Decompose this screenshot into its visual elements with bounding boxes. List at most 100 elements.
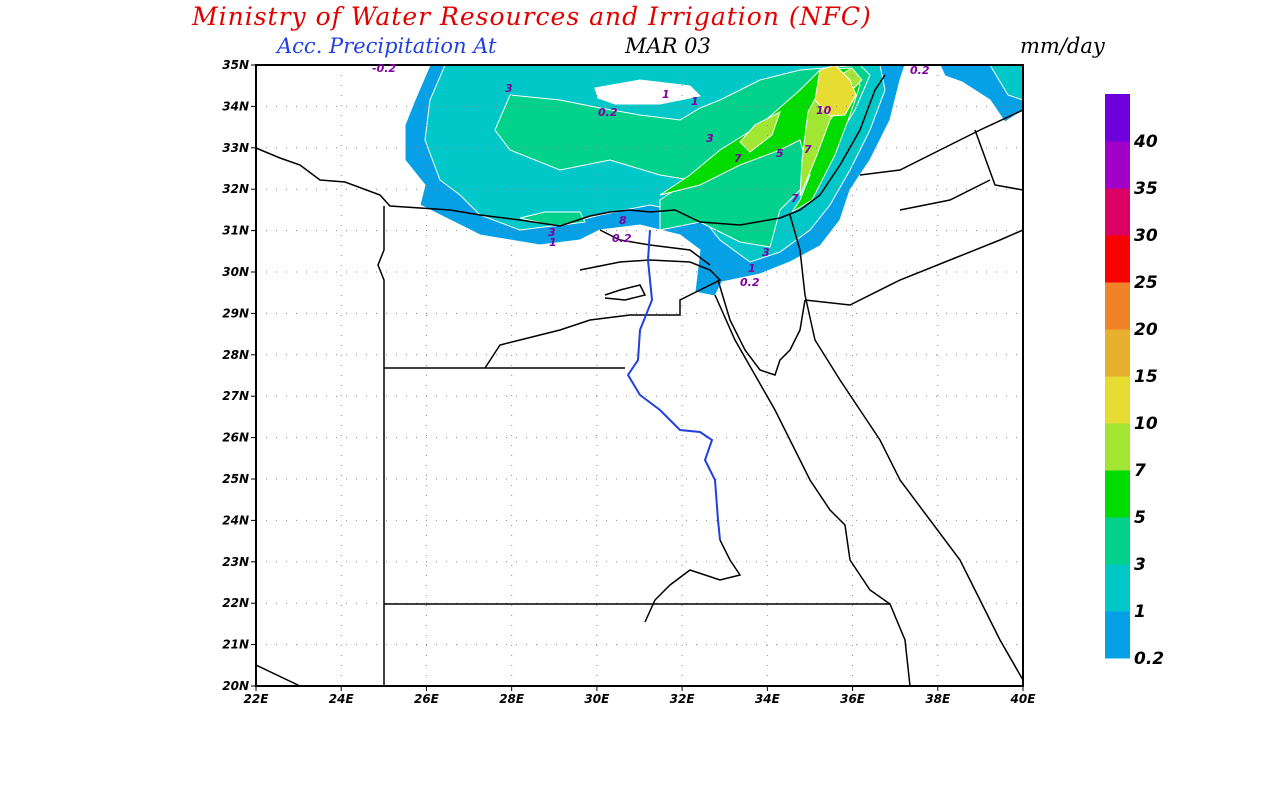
colorbar-label: 1 — [1134, 602, 1146, 622]
colorbar-swatch — [1105, 376, 1130, 424]
lon-tick-label: 38E — [925, 692, 951, 706]
contour-label: -0.2 — [372, 62, 396, 75]
lat-tick-label: 20N — [222, 679, 249, 693]
colorbar-label: 40 — [1133, 132, 1158, 152]
precip-1-region-ne — [989, 65, 1023, 101]
lat-tick-label: 29N — [222, 306, 249, 320]
lon-tick-label: 30E — [584, 692, 610, 706]
contour-label: 8 — [619, 214, 627, 227]
axis-tick-labels: 20N 21N 22N 23N 24N 25N 26N 27N 28N 29N 30N 31N 32N 3… — [222, 58, 1036, 706]
colorbar-label: 20 — [1134, 320, 1158, 340]
syria-iraq-border — [859, 109, 1023, 176]
colorbar-swatch — [1105, 329, 1130, 377]
lat-tick-label: 26N — [222, 431, 249, 445]
lon-tick-label: 40E — [1010, 692, 1037, 706]
lat-tick-label: 32N — [222, 182, 249, 196]
lon-tick-label: 36E — [840, 692, 866, 706]
contour-label: 0.2 — [612, 232, 632, 245]
contour-label: 7 — [734, 152, 742, 165]
colorbar-label: 35 — [1134, 179, 1158, 199]
lat-tick-label: 31N — [222, 224, 249, 238]
contour-label: 0.2 — [598, 106, 618, 119]
contour-label: 3 — [505, 82, 513, 95]
contour-label: 1 — [549, 236, 557, 249]
lon-tick-label: 28E — [499, 692, 525, 706]
lat-tick-label: 27N — [222, 389, 249, 403]
colorbar-swatch — [1105, 188, 1130, 236]
contour-label: 7 — [791, 192, 799, 205]
lat-tick-label: 34N — [222, 99, 249, 113]
figure-date: MAR 03 — [625, 34, 711, 58]
sudan-nile-loop — [644, 539, 742, 623]
contour-label: 1 — [662, 88, 670, 101]
contour-label: 10 — [816, 104, 832, 117]
lon-tick-label: 26E — [414, 692, 440, 706]
lat-tick-label: 25N — [222, 472, 249, 486]
lat-tick-label: 33N — [222, 141, 249, 155]
colorbar-label: 3 — [1134, 555, 1146, 575]
fayoum-oasis — [604, 284, 647, 301]
contour-label: 3 — [706, 132, 714, 145]
figure-title: Ministry of Water Resources and Irrigati… — [192, 2, 872, 31]
lon-tick-label: 34E — [755, 692, 781, 706]
colorbar-label: 0.2 — [1134, 649, 1164, 669]
contour-label: 3 — [548, 226, 556, 239]
colorbar-swatch — [1105, 235, 1130, 283]
contour-label: 0.2 — [740, 276, 760, 289]
colorbar-swatch — [1105, 94, 1130, 142]
boundaries — [256, 74, 1023, 686]
colorbar-swatch — [1105, 470, 1130, 518]
lon-tick-label: 32E — [670, 692, 696, 706]
precip-fill — [404, 65, 1023, 297]
lat-tick-label: 28N — [222, 348, 249, 362]
colorbar-swatch — [1105, 564, 1130, 612]
lon-tick-label: 24E — [329, 692, 355, 706]
map-frame — [255, 64, 1024, 687]
red-sea-east-coast — [804, 294, 1023, 681]
contour-label: 1 — [691, 95, 699, 108]
saudi-border — [899, 179, 991, 211]
units-label: mm/day — [1020, 34, 1105, 58]
colorbar-swatch — [1105, 611, 1130, 659]
colorbar-swatch — [1105, 141, 1130, 189]
lat-tick-label: 30N — [222, 265, 249, 279]
lat-tick-label: 23N — [222, 555, 249, 569]
contour-label: 3 — [762, 246, 770, 259]
iraq-border — [974, 129, 1023, 191]
lat-tick-label: 21N — [222, 638, 249, 652]
colorbar-swatch — [1105, 282, 1130, 330]
precip-10-region — [814, 65, 857, 117]
colorbar-swatch — [1105, 517, 1130, 565]
precip-7-region — [739, 110, 781, 153]
red-sea-west-coast — [714, 294, 911, 686]
contour-label: 1 — [748, 262, 756, 275]
precip-dry-hole — [594, 79, 702, 105]
egypt-libya-border — [377, 206, 385, 686]
lat-tick-label: 24N — [222, 513, 249, 527]
sinai-gulf-suez — [717, 279, 806, 376]
contour-label: 5 — [776, 147, 784, 160]
lat-tick-label: 22N — [222, 596, 249, 610]
delta-governorates — [484, 259, 722, 369]
colorbar-label: 5 — [1134, 508, 1146, 528]
colorbar-label: 7 — [1134, 461, 1146, 481]
mediterranean-coastline — [256, 74, 886, 227]
contour-label: 0.2 — [910, 64, 930, 77]
colorbar-label: 10 — [1134, 414, 1158, 434]
west-border — [256, 664, 301, 686]
colorbar-label: 25 — [1134, 273, 1158, 293]
lon-tick-label: 22E — [244, 692, 270, 706]
colorbar-label: 15 — [1134, 367, 1158, 387]
contour-label: 7 — [804, 143, 812, 156]
lat-tick-label: 35N — [222, 58, 249, 72]
contour-labels: 3 1 1 0.2 3 10 7 5 7 7 3 1 8 0.2 3 1 0.2… — [372, 62, 930, 289]
nile-river — [626, 229, 721, 541]
colorbar-label: 30 — [1134, 226, 1158, 246]
levant-borders — [804, 229, 1023, 306]
figure-subtitle: Acc. Precipitation At — [277, 34, 497, 58]
colorbar-swatch — [1105, 423, 1130, 471]
jordan-border — [789, 214, 806, 296]
